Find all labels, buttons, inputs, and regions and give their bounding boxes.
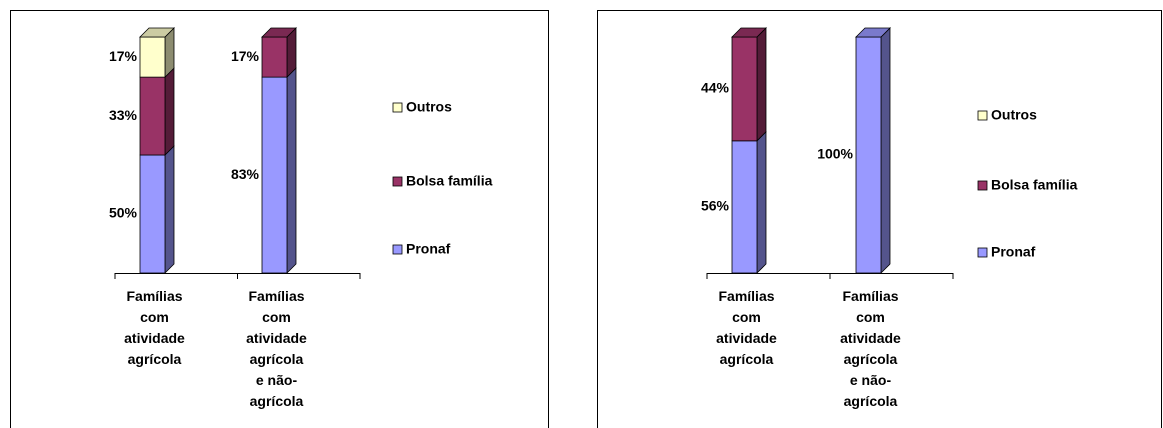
- bar-side: [756, 27, 767, 142]
- x-tick-label-line: com: [732, 309, 761, 325]
- legend-label: Outros: [406, 99, 452, 115]
- x-tick-label-line: agrícola: [250, 393, 304, 409]
- bar-side: [286, 67, 297, 274]
- x-tick-label: Famílias com atividade agrícola: [124, 288, 185, 367]
- x-tick-label-line: atividade: [124, 330, 185, 346]
- bar-side: [164, 67, 175, 156]
- x-tick-label-line: com: [262, 309, 291, 325]
- x-tick-label-line: com: [140, 309, 169, 325]
- x-tick-label: Famílias com atividade agrícola: [716, 288, 777, 367]
- x-tick-label-line: atividade: [716, 330, 777, 346]
- x-tick-label-line: agrícola: [250, 351, 304, 367]
- bar: [731, 140, 758, 274]
- legend-swatch: [977, 110, 988, 121]
- x-tick-label-line: atividade: [840, 330, 901, 346]
- x-tick-label-line: agrícola: [844, 351, 898, 367]
- x-tick-label-line: com: [856, 309, 885, 325]
- legend-label: Bolsa família: [991, 177, 1078, 193]
- data-label: 50%: [109, 205, 138, 221]
- x-tick-label-line: Famílias: [842, 288, 898, 304]
- x-tick-label-line: agrícola: [128, 351, 182, 367]
- x-tick-label-line: agrícola: [720, 351, 774, 367]
- bar-side: [164, 145, 175, 274]
- legend-label: Pronaf: [406, 241, 451, 257]
- data-label: 33%: [109, 107, 138, 123]
- legend-label: Outros: [991, 107, 1037, 123]
- bar: [731, 36, 758, 142]
- bar: [261, 36, 288, 78]
- x-tick-label-line: e não-: [256, 372, 298, 388]
- chart-frame: [10, 10, 549, 428]
- legend-swatch: [392, 244, 403, 255]
- x-tick-label: Famílias com atividade agrícola e não-agríco…: [840, 288, 901, 409]
- bar-top: [731, 27, 767, 38]
- bar-top: [855, 27, 891, 38]
- chart-frame: [597, 10, 1162, 428]
- legend-swatch: [392, 102, 403, 113]
- x-tick-label-line: Famílias: [718, 288, 774, 304]
- bar-top: [139, 27, 175, 38]
- bar: [139, 154, 166, 274]
- legend-label: Pronaf: [991, 244, 1036, 260]
- x-tick-label: Famílias com atividade agrícola e não-agríco…: [246, 288, 307, 409]
- legend-swatch: [392, 176, 403, 187]
- legend-swatch: [977, 180, 988, 191]
- x-tick-label-line: atividade: [246, 330, 307, 346]
- x-tick-label-line: agrícola: [844, 393, 898, 409]
- bar-top: [261, 27, 297, 38]
- data-label: 100%: [817, 146, 853, 162]
- data-label: 17%: [231, 48, 260, 64]
- legend-swatch: [977, 247, 988, 258]
- x-tick-label-line: e não-: [850, 372, 892, 388]
- bar: [139, 36, 166, 78]
- bar-side: [756, 130, 767, 274]
- data-label: 17%: [109, 48, 138, 64]
- bar: [261, 76, 288, 274]
- legend-label: Bolsa família: [406, 173, 493, 189]
- bar: [139, 76, 166, 156]
- data-label: 83%: [231, 166, 260, 182]
- data-label: 44%: [701, 80, 730, 96]
- x-tick-label-line: Famílias: [126, 288, 182, 304]
- x-tick-label-line: Famílias: [248, 288, 304, 304]
- bar: [855, 36, 882, 274]
- data-label: 56%: [701, 198, 730, 214]
- bar-side: [880, 27, 891, 274]
